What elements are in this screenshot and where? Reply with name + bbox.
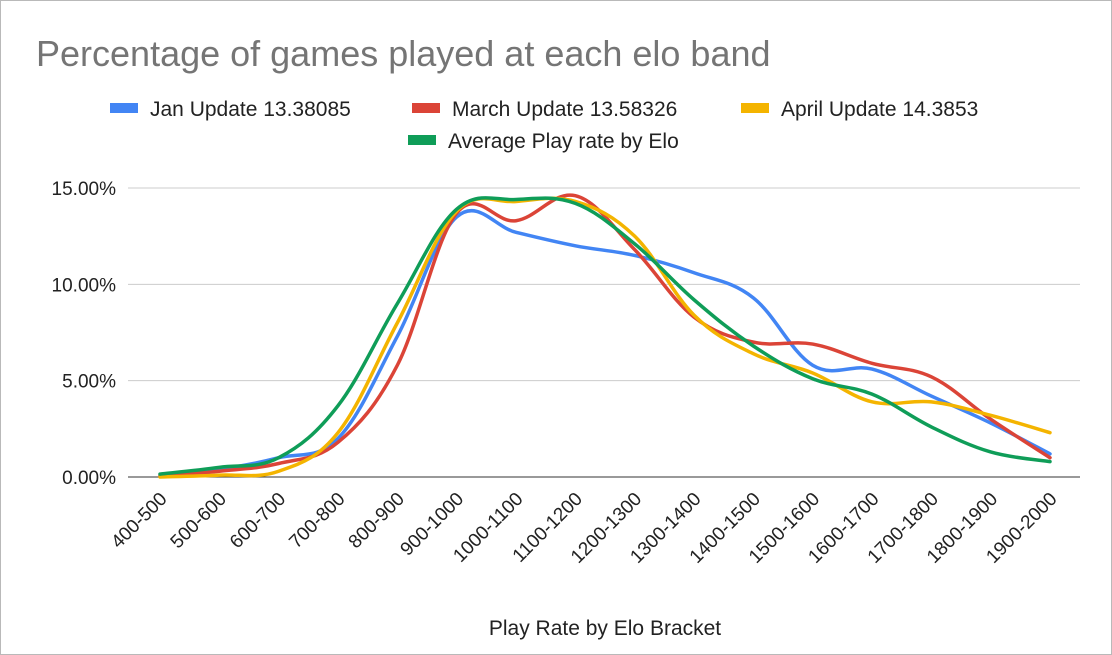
x-axis-ticks: 400-500500-600600-700700-800800-900900-1…: [107, 489, 1061, 568]
series-line-2: [158, 196, 1052, 479]
x-tick-label: 700-800: [285, 489, 349, 553]
x-tick-label: 600-700: [226, 489, 290, 553]
legend: Jan Update 13.38085 March Update 13.58326…: [110, 98, 978, 153]
legend-swatch: [110, 103, 138, 113]
x-tick-label: 400-500: [107, 489, 171, 553]
x-axis-label: Play Rate by Elo Bracket: [489, 617, 721, 640]
legend-label: Jan Update 13.38085: [150, 98, 351, 121]
series-line-3: [158, 196, 1052, 476]
series-lines: [158, 193, 1052, 479]
gridlines: [128, 187, 1080, 478]
series-line-0: [158, 209, 1052, 477]
y-tick-label: 5.00%: [62, 372, 116, 393]
y-tick-label: 15.00%: [52, 179, 117, 200]
x-tick-label: 500-600: [167, 489, 231, 553]
series-line-1: [158, 193, 1052, 478]
legend-swatch: [408, 135, 436, 145]
legend-swatch: [412, 103, 440, 113]
y-tick-label: 0.00%: [62, 468, 116, 489]
legend-swatch: [741, 103, 769, 113]
legend-label: Average Play rate by Elo: [448, 130, 679, 153]
y-axis-ticks: 0.00% 5.00% 10.00% 15.00%: [52, 179, 117, 489]
legend-label: March Update 13.58326: [452, 98, 677, 121]
legend-label: April Update 14.3853: [781, 98, 978, 121]
chart-title: Percentage of games played at each elo b…: [36, 33, 771, 74]
y-tick-label: 10.00%: [52, 275, 117, 296]
